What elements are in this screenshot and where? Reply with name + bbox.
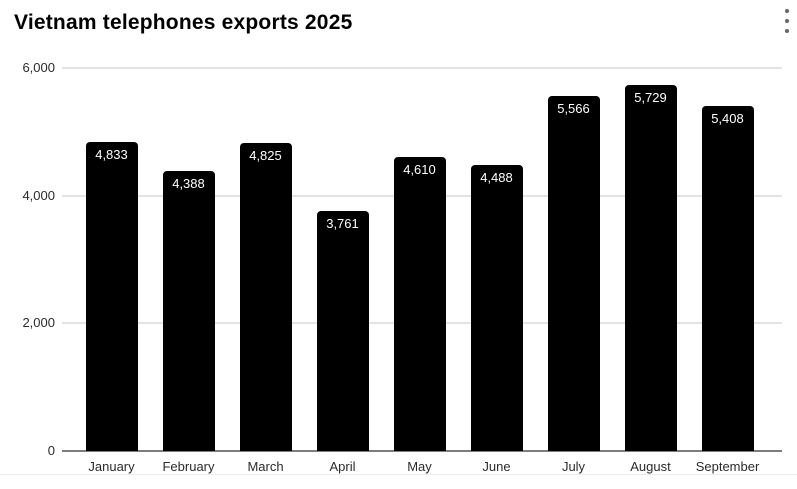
bar-january[interactable]: 4,833 <box>85 142 138 451</box>
x-axis-label-september: September <box>695 459 760 474</box>
kebab-dot <box>785 29 789 33</box>
bar-value-label: 4,825 <box>249 148 282 163</box>
bar-value-label: 3,761 <box>326 215 359 231</box>
bar-value-label: 5,408 <box>711 110 744 126</box>
kebab-dot <box>785 19 789 23</box>
x-axis-label-march: March <box>247 459 284 474</box>
bar-value-label: 4,833 <box>95 147 128 163</box>
gridline <box>62 67 782 69</box>
bar-value-label: 5,729 <box>634 90 667 106</box>
kebab-dot <box>785 9 789 13</box>
bar-may[interactable]: 4,610 <box>393 156 446 451</box>
y-axis-tick-label: 0 <box>47 443 55 458</box>
x-axis-label-april: April <box>329 459 356 474</box>
y-axis-tick-label: 2,000 <box>22 315 55 331</box>
bar-april[interactable]: 3,761 <box>316 210 369 451</box>
bar-value-label: 4,610 <box>403 161 436 177</box>
x-axis-label-july: July <box>561 459 586 474</box>
x-axis-label-may: May <box>407 459 432 474</box>
bar-value-label: 5,566 <box>557 100 590 116</box>
chart-title: Vietnam telephones exports 2025 <box>14 11 353 34</box>
x-axis-label-june: June <box>482 459 511 474</box>
bar-august[interactable]: 5,729 <box>624 85 677 451</box>
bottom-divider <box>0 474 797 475</box>
x-axis-label-january: January <box>88 459 135 474</box>
y-axis-tick-label: 6,000 <box>22 60 55 75</box>
bar-june[interactable]: 4,488 <box>470 164 523 451</box>
bar-february[interactable]: 4,388 <box>162 170 215 451</box>
y-axis-tick-label: 4,000 <box>22 187 55 203</box>
x-axis-baseline <box>62 450 782 452</box>
bar-september[interactable]: 5,408 <box>701 105 754 451</box>
kebab-menu-icon <box>785 9 789 33</box>
bar-july[interactable]: 5,566 <box>547 95 600 451</box>
bar-march[interactable]: 4,825 <box>239 143 292 451</box>
x-axis-label-august: August <box>630 459 671 474</box>
x-axis-label-february: February <box>162 459 215 474</box>
chart-menu-button[interactable] <box>779 4 795 38</box>
bar-value-label: 4,388 <box>172 175 205 191</box>
bar-value-label: 4,488 <box>480 169 513 185</box>
